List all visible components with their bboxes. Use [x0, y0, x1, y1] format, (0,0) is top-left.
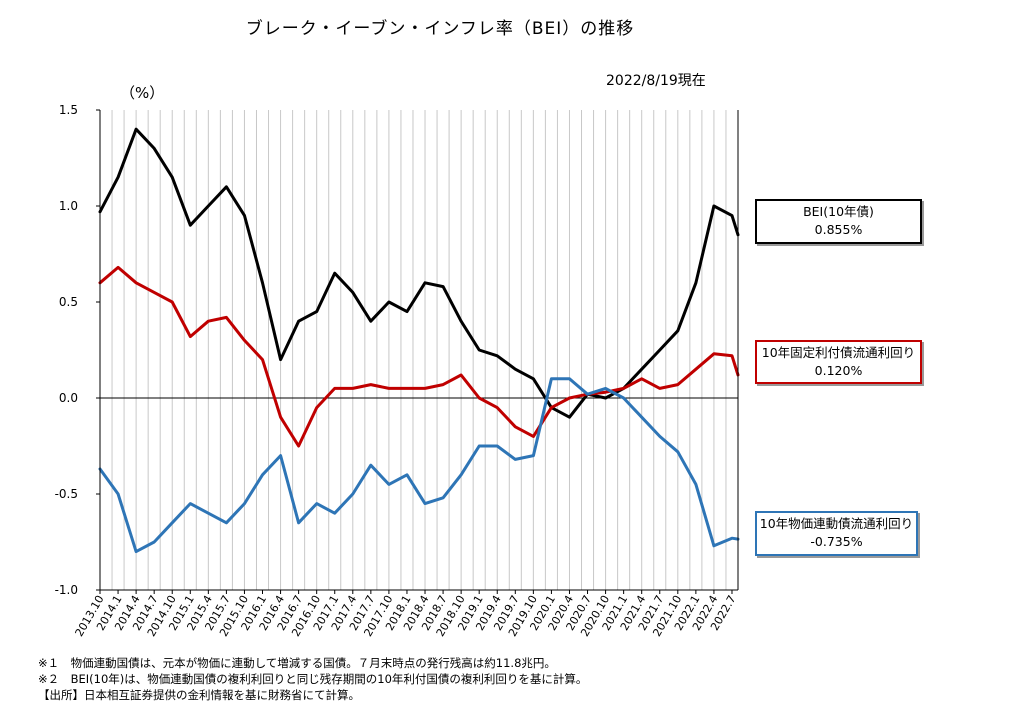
callout-fixed-value: 0.120% [814, 363, 863, 378]
callout-fixed-name: 10年固定利付債流通利回り [761, 345, 916, 360]
x-axis-ticks: 2013.102014.12014.42014.72014.102015.120… [73, 590, 739, 639]
footnote-source: 【出所】日本相互証券提供の金利情報を基に財務省にて計算。 [38, 688, 360, 702]
series-linker-line [98, 377, 740, 554]
callout-bei: BEI(10年債) 0.855% [755, 199, 922, 244]
callout-bei-name: BEI(10年債) [803, 204, 874, 219]
y-tick-label: 0.0 [59, 391, 78, 405]
callout-linker: 10年物価連動債流通利回り -0.735% [755, 511, 918, 556]
y-tick-label: 1.5 [59, 103, 78, 117]
y-tick-label: -0.5 [55, 487, 78, 501]
footnote-2: ※２ BEI(10年)は、物価連動国債の複利利回りと同じ残存期間の10年利付国債… [38, 672, 588, 686]
chart-title: ブレーク・イーブン・インフレ率（BEI）の推移 [245, 19, 635, 39]
callout-bei-value: 0.855% [814, 222, 863, 237]
footnotes: ※１ 物価連動国債は、元本が物価に連動して増減する国債。７月末時点の発行残高は約… [38, 655, 587, 703]
y-axis-unit: （%） [120, 84, 165, 102]
y-tick-label: 1.0 [59, 199, 78, 213]
chart-grid [99, 110, 739, 590]
chart-axes [99, 110, 739, 591]
callout-linker-name: 10年物価連動債流通利回り [759, 516, 914, 531]
y-tick-label: 0.5 [59, 295, 78, 309]
as-of-date: 2022/8/19現在 [606, 73, 706, 89]
chart-series [98, 127, 740, 554]
y-axis-ticks: -1.0 -0.5 0.0 0.5 1.0 1.5 [55, 103, 100, 597]
footnote-1: ※１ 物価連動国債は、元本が物価に連動して増減する国債。７月末時点の発行残高は約… [38, 656, 556, 670]
series-fixed-line [98, 265, 740, 448]
callout-fixed: 10年固定利付債流通利回り 0.120% [755, 340, 922, 384]
y-tick-label: -1.0 [55, 583, 78, 597]
callout-linker-value: -0.735% [810, 534, 863, 549]
series-bei-line [98, 127, 740, 419]
